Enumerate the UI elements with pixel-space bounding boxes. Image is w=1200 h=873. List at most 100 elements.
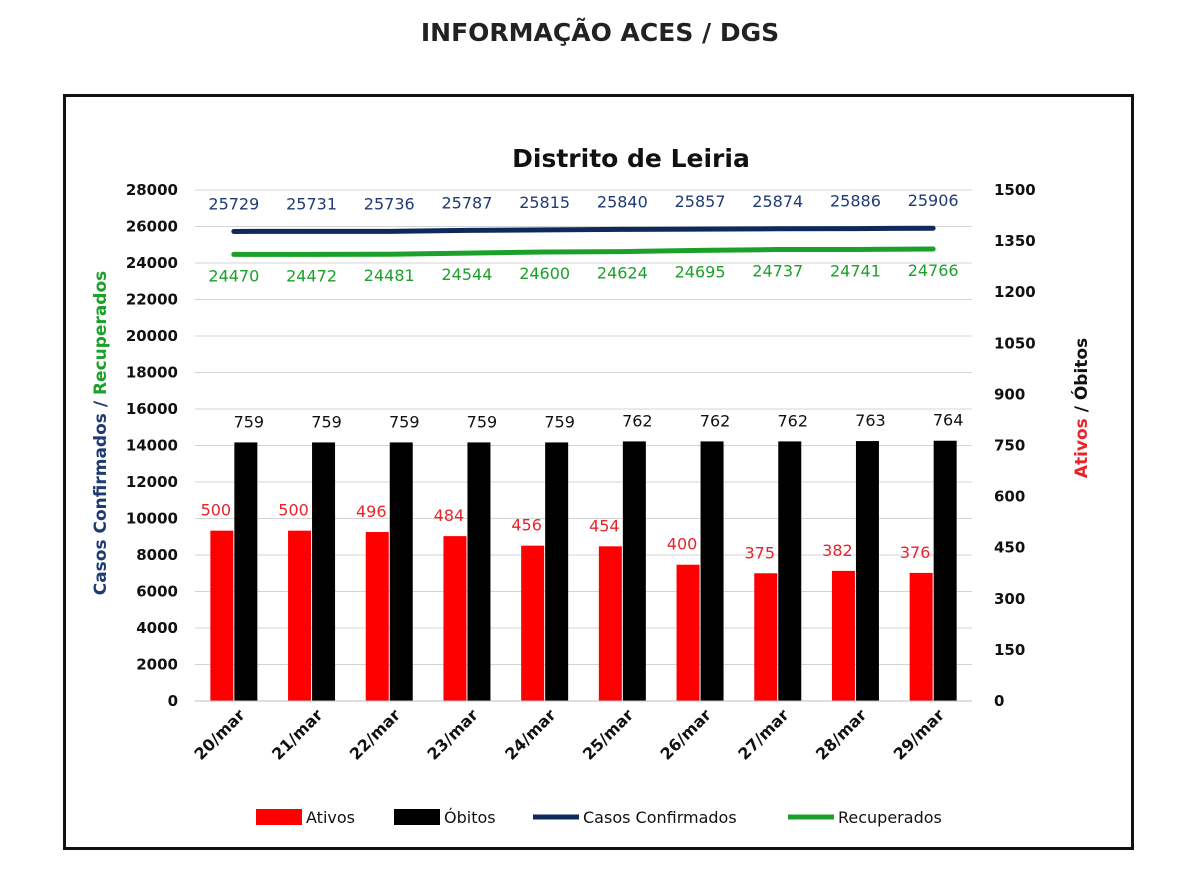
bar-ativos xyxy=(676,564,700,701)
bar-data-label: 759 xyxy=(544,412,575,431)
bar-óbitos xyxy=(312,442,336,701)
bar-data-label: 759 xyxy=(234,412,265,431)
bar-data-label: 456 xyxy=(511,516,542,535)
y-left-axis-title-part: Casos Confirmados / xyxy=(91,395,111,595)
x-tick-label: 27/mar xyxy=(734,705,792,763)
bar-ativos xyxy=(831,570,855,701)
chart-frame xyxy=(63,94,1134,850)
x-tick-label: 20/mar xyxy=(190,705,248,763)
bar-data-label: 759 xyxy=(311,412,342,431)
y-right-axis-title-part: Ativos xyxy=(1072,418,1092,478)
bar-ativos xyxy=(598,546,622,701)
y-left-tick-label: 14000 xyxy=(126,437,178,455)
bar-data-label: 762 xyxy=(777,411,808,430)
y-left-tick-label: 4000 xyxy=(136,619,178,637)
legend-swatch xyxy=(394,809,440,825)
bar-data-label: 500 xyxy=(201,501,232,520)
bar-data-label: 764 xyxy=(933,411,964,430)
chart-title: Distrito de Leiria xyxy=(512,144,750,173)
data-labels: 500 500 496 484 456 454 400 375 382 376 759 759 759 7… xyxy=(201,191,964,562)
bar-óbitos xyxy=(389,442,413,701)
x-tick-label: 26/mar xyxy=(657,705,715,763)
y-right-tick-label: 1200 xyxy=(994,283,1036,301)
y-right-tick-label: 900 xyxy=(994,385,1025,403)
line-data-label: 25886 xyxy=(830,192,881,211)
y-left-tick-label: 16000 xyxy=(126,400,178,418)
bar-data-label: 763 xyxy=(855,411,886,430)
line-data-label: 25729 xyxy=(208,194,259,213)
y-right-tick-label: 150 xyxy=(994,641,1025,659)
bar-data-label: 759 xyxy=(389,412,420,431)
line-data-label: 24695 xyxy=(675,262,726,281)
bar-data-label: 762 xyxy=(622,411,653,430)
bar-data-label: 500 xyxy=(278,501,309,520)
line-data-label: 24600 xyxy=(519,264,570,283)
bar-data-label: 759 xyxy=(467,412,498,431)
x-tick-label: 24/mar xyxy=(501,705,559,763)
x-tick-label: 29/mar xyxy=(890,705,948,763)
y-right-axis-title-part: / Óbitos xyxy=(1070,338,1092,418)
x-tick-label: 22/mar xyxy=(346,705,404,763)
legend-swatch xyxy=(256,809,302,825)
series-lines xyxy=(231,225,936,257)
bar-óbitos xyxy=(467,442,491,701)
y-right-tick-label: 600 xyxy=(994,488,1025,506)
line-data-label: 24472 xyxy=(286,266,337,285)
bar-ativos xyxy=(288,530,312,701)
line-data-label: 24624 xyxy=(597,264,648,283)
y-left-tick-label: 10000 xyxy=(126,510,178,528)
x-tick-label: 28/mar xyxy=(812,705,870,763)
y-left-tick-label: 28000 xyxy=(126,181,178,199)
legend-label: Recuperados xyxy=(838,808,942,827)
bar-data-label: 382 xyxy=(822,541,853,560)
line-data-label: 25731 xyxy=(286,194,337,213)
bar-data-label: 376 xyxy=(900,543,931,562)
line-data-label: 25787 xyxy=(441,193,492,212)
bar-ativos xyxy=(521,545,545,701)
y-right-tick-label: 750 xyxy=(994,437,1025,455)
line-data-label: 25906 xyxy=(908,191,959,210)
bar-óbitos xyxy=(855,441,879,701)
line-data-label: 25815 xyxy=(519,193,570,212)
line-data-label: 24766 xyxy=(908,261,959,280)
bars xyxy=(210,440,957,701)
bar-óbitos xyxy=(234,442,258,701)
y-left-tick-label: 20000 xyxy=(126,327,178,345)
line-data-label: 24470 xyxy=(208,266,259,285)
y-right-tick-label: 300 xyxy=(994,590,1025,608)
bar-ativos xyxy=(909,572,933,701)
bar-ativos xyxy=(443,536,467,701)
y-right-tick-label: 1500 xyxy=(994,181,1036,199)
y-right-axis-title: Ativos / Óbitos xyxy=(1070,338,1092,478)
line-data-label: 25874 xyxy=(752,192,803,211)
y-right-tick-label: 450 xyxy=(994,539,1025,557)
line-data-label: 24481 xyxy=(364,266,415,285)
y-right-tick-label: 0 xyxy=(994,692,1004,710)
legend-label: Casos Confirmados xyxy=(583,808,737,827)
legend-label: Ativos xyxy=(306,808,355,827)
line-data-label: 25857 xyxy=(675,192,726,211)
y-left-axis-title-part: Recuperados xyxy=(91,271,111,395)
y-left-tick-label: 12000 xyxy=(126,473,178,491)
y-right-tick-label: 1050 xyxy=(994,334,1036,352)
y-left-tick-label: 18000 xyxy=(126,364,178,382)
bar-ativos xyxy=(754,573,778,701)
line-recuperados xyxy=(231,246,936,257)
y-left-tick-label: 8000 xyxy=(136,546,178,564)
line-data-label: 24741 xyxy=(830,261,881,280)
legend: Ativos Óbitos Casos Confirmados Recuperados xyxy=(256,808,942,827)
bar-data-label: 484 xyxy=(434,506,465,525)
bar-data-label: 454 xyxy=(589,516,620,535)
bar-óbitos xyxy=(933,440,957,701)
line-data-label: 25840 xyxy=(597,192,648,211)
legend-label: Óbitos xyxy=(444,808,496,827)
line-data-label: 24544 xyxy=(441,265,492,284)
y-left-axis-title: Casos Confirmados / Recuperados xyxy=(91,271,111,596)
line-data-label: 25736 xyxy=(364,194,415,213)
y-left-tick-label: 6000 xyxy=(136,583,178,601)
bar-óbitos xyxy=(545,442,569,701)
bar-óbitos xyxy=(700,441,724,701)
line-casos-confirmados xyxy=(231,225,936,234)
bar-ativos xyxy=(210,530,234,701)
